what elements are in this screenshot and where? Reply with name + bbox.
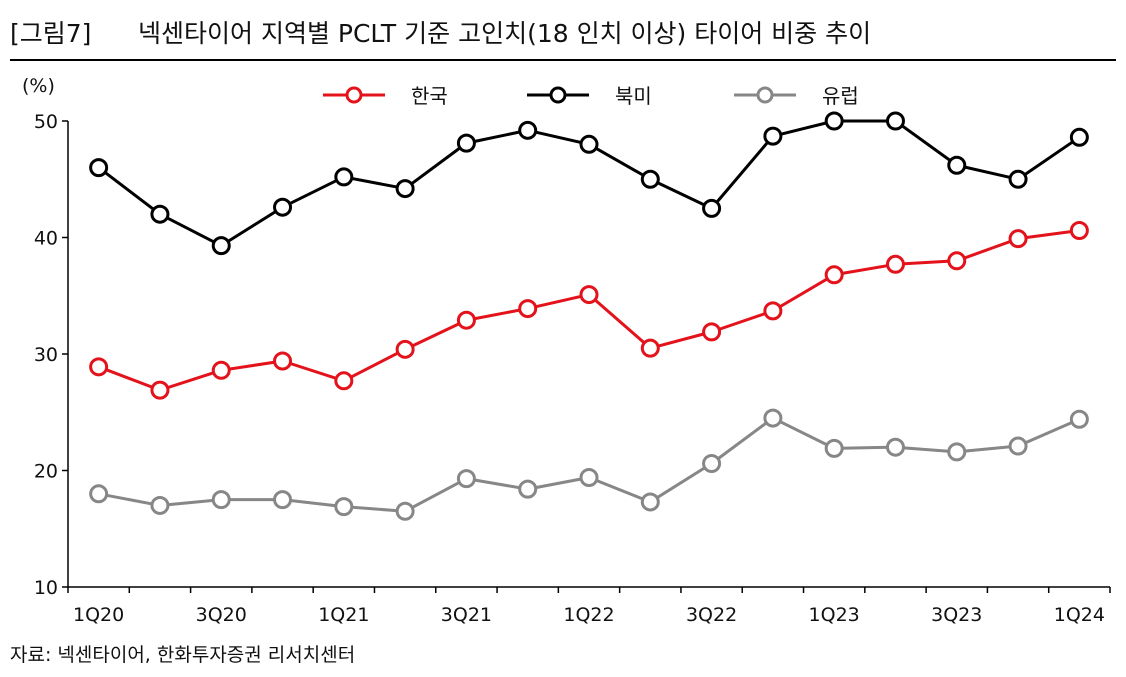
data-point bbox=[1008, 169, 1028, 189]
y-tick-label: 50 bbox=[34, 111, 58, 133]
data-point bbox=[211, 236, 231, 256]
data-point bbox=[273, 197, 293, 217]
data-point bbox=[518, 299, 538, 319]
chart-header: [그림7] 넥센타이어 지역별 PCLT 기준 고인치(18 인치 이상) 타이… bbox=[10, 14, 1116, 58]
legend-item: 유럽 bbox=[734, 84, 859, 108]
data-point bbox=[885, 254, 905, 274]
data-point bbox=[763, 126, 783, 146]
x-tick-label: 1Q23 bbox=[809, 604, 860, 626]
series-2 bbox=[89, 111, 1089, 256]
x-tick-label: 1Q22 bbox=[563, 604, 614, 626]
data-point bbox=[89, 484, 109, 504]
series-line bbox=[98, 416, 1080, 513]
y-tick-label: 30 bbox=[34, 344, 58, 366]
data-point bbox=[763, 408, 783, 428]
data-point bbox=[640, 492, 660, 512]
data-point bbox=[763, 301, 783, 321]
data-point bbox=[150, 204, 170, 224]
legend-label: 북미 bbox=[615, 84, 652, 108]
figure-label: [그림7] bbox=[10, 19, 92, 48]
data-point bbox=[395, 179, 415, 199]
data-point bbox=[273, 490, 293, 510]
legend-label: 한국 bbox=[411, 84, 448, 108]
plot-area bbox=[89, 111, 1089, 521]
data-point bbox=[579, 134, 599, 154]
series-line bbox=[98, 229, 1080, 392]
y-tick-label: 10 bbox=[34, 577, 58, 599]
series-3 bbox=[89, 408, 1089, 521]
data-point bbox=[947, 155, 967, 175]
data-point bbox=[824, 265, 844, 285]
data-point bbox=[640, 338, 660, 358]
data-point bbox=[1008, 229, 1028, 249]
data-point bbox=[702, 322, 722, 342]
legend-marker bbox=[345, 86, 363, 104]
series-1 bbox=[89, 221, 1089, 400]
legend: 한국 북미 유럽 bbox=[323, 84, 859, 108]
x-tick-label: 3Q20 bbox=[196, 604, 247, 626]
data-point bbox=[702, 454, 722, 474]
legend-marker bbox=[756, 86, 774, 104]
data-point bbox=[211, 360, 231, 380]
data-point bbox=[518, 479, 538, 499]
data-point bbox=[1069, 127, 1089, 147]
data-point bbox=[885, 111, 905, 131]
data-point bbox=[395, 501, 415, 521]
data-point bbox=[456, 310, 476, 330]
legend-marker bbox=[549, 86, 567, 104]
y-tick-label: 40 bbox=[34, 228, 58, 250]
x-tick-label: 3Q22 bbox=[686, 604, 737, 626]
data-point bbox=[947, 442, 967, 462]
data-point bbox=[395, 339, 415, 359]
x-tick-label: 1Q24 bbox=[1054, 604, 1105, 626]
y-axis-unit-label: (%) bbox=[22, 75, 55, 97]
data-point bbox=[1069, 221, 1089, 241]
data-point bbox=[1069, 409, 1089, 429]
data-point bbox=[885, 437, 905, 457]
data-point bbox=[824, 438, 844, 458]
data-point bbox=[150, 495, 170, 515]
data-point bbox=[456, 133, 476, 153]
x-tick-label: 1Q21 bbox=[318, 604, 369, 626]
data-point bbox=[1008, 436, 1028, 456]
data-point bbox=[518, 120, 538, 140]
y-tick-label: 20 bbox=[34, 461, 58, 483]
data-point bbox=[579, 285, 599, 305]
data-point bbox=[150, 380, 170, 400]
data-point bbox=[334, 497, 354, 517]
data-point bbox=[456, 469, 476, 489]
legend-label: 유럽 bbox=[822, 84, 859, 108]
axes: 10 20 30 40 50 1Q20 3Q20 1Q21 3Q21 1Q22 3Q22 1Q23 3Q… bbox=[34, 111, 1111, 626]
data-point bbox=[579, 467, 599, 487]
chart-title: 넥센타이어 지역별 PCLT 기준 고인치(18 인치 이상) 타이어 비중 추… bbox=[138, 19, 872, 48]
data-point bbox=[273, 351, 293, 371]
data-point bbox=[702, 198, 722, 218]
data-point bbox=[89, 158, 109, 178]
data-point bbox=[640, 169, 660, 189]
legend-item: 북미 bbox=[527, 84, 652, 108]
data-point bbox=[947, 251, 967, 271]
data-point bbox=[334, 167, 354, 187]
x-tick-label: 3Q23 bbox=[931, 604, 982, 626]
data-point bbox=[334, 371, 354, 391]
source-note: 자료: 넥센타이어, 한화투자증권 리서치센터 bbox=[10, 644, 356, 666]
data-point bbox=[824, 111, 844, 131]
x-tick-label: 1Q20 bbox=[73, 604, 124, 626]
data-point bbox=[89, 357, 109, 377]
x-tick-label: 3Q21 bbox=[441, 604, 492, 626]
legend-item: 한국 bbox=[323, 84, 448, 108]
data-point bbox=[211, 490, 231, 510]
title-divider bbox=[10, 59, 1116, 61]
